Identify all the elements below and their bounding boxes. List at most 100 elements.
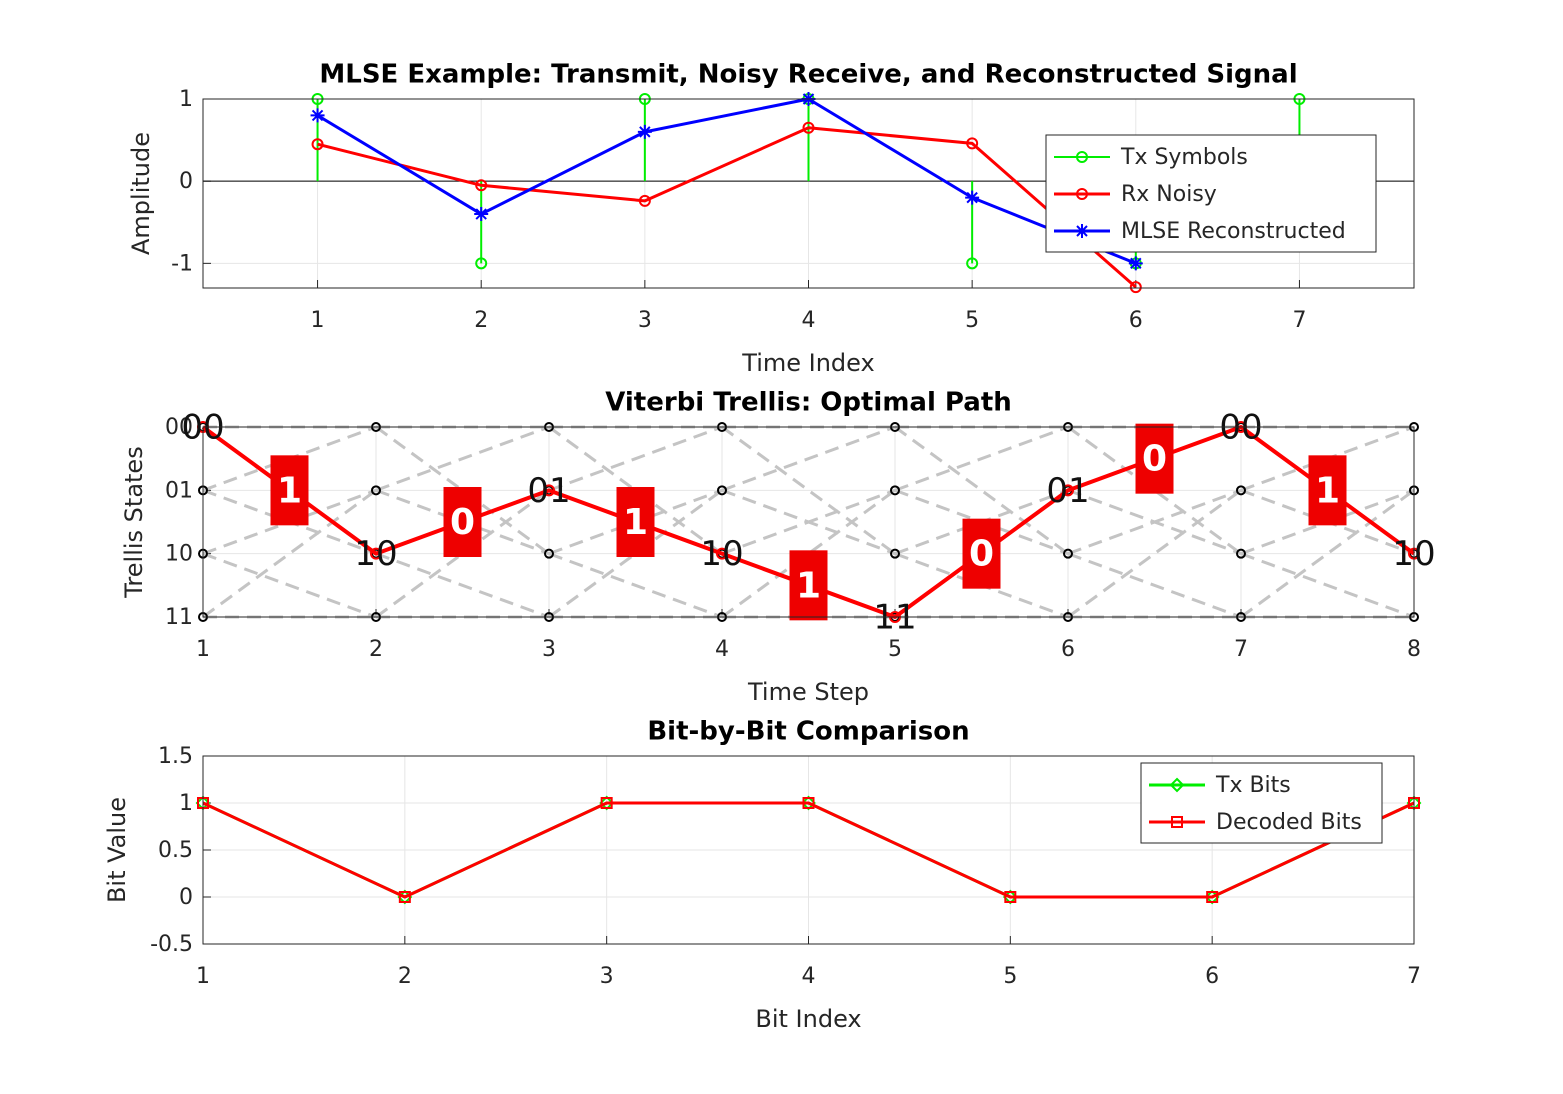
- trellis-branch: [202, 552, 377, 619]
- x-tick-label: 5: [965, 308, 979, 333]
- trellis-node: [371, 485, 381, 496]
- state-label: 10: [700, 534, 743, 574]
- bit-label: 1: [277, 470, 302, 511]
- y-tick-label: 1: [179, 791, 193, 816]
- state-label: 01: [527, 471, 570, 511]
- axes-box: [202, 755, 1415, 945]
- trellis-node: [717, 485, 727, 496]
- bit-label: 1: [623, 502, 648, 543]
- y-tick-label: 0: [179, 169, 193, 194]
- bit-label: 0: [450, 502, 475, 543]
- trellis-branch: [548, 425, 723, 555]
- bit-label-box: [1308, 455, 1347, 526]
- trellis-branch: [894, 425, 1069, 555]
- trellis-node: [1236, 548, 1246, 559]
- marker: [1128, 256, 1143, 271]
- legend-marker: [1171, 816, 1183, 828]
- x-tick-label: 6: [1129, 308, 1143, 333]
- bit-label-box: [443, 487, 482, 557]
- marker: [370, 547, 382, 560]
- trellis-branch: [375, 552, 550, 619]
- trellis-node: [1063, 548, 1073, 559]
- trellis-branch: [1240, 489, 1415, 619]
- y-tick-label: 10: [165, 542, 193, 567]
- x-tick-label: 3: [600, 964, 614, 989]
- x-axis-label: Time Index: [741, 349, 874, 377]
- bit-label-box: [962, 518, 1001, 589]
- marker: [311, 138, 324, 151]
- legend-label: Tx Symbols: [1120, 145, 1248, 170]
- marker: [637, 124, 652, 139]
- series-line: [316, 97, 1137, 265]
- trellis-branch: [721, 489, 896, 619]
- trellis-branch: [894, 425, 1069, 492]
- x-tick-label: 2: [398, 964, 412, 989]
- marker: [638, 194, 651, 207]
- legend-marker: [1076, 188, 1088, 200]
- state-label: 01: [1046, 471, 1089, 511]
- x-tick-label: 7: [1407, 964, 1421, 989]
- legend-marker: [1075, 224, 1089, 238]
- y-tick-label: 00: [165, 415, 193, 440]
- trellis-node: [544, 548, 554, 559]
- bit-label: 1: [1315, 470, 1340, 511]
- marker: [398, 891, 411, 903]
- trellis-branch: [548, 489, 723, 619]
- marker: [802, 121, 815, 134]
- marker: [475, 179, 488, 192]
- y-tick-label: 1.5: [158, 744, 193, 769]
- y-tick-label: 1: [179, 87, 193, 112]
- trellis-node: [890, 485, 900, 496]
- x-tick-label: 1: [311, 308, 325, 333]
- legend-label: Rx Noisy: [1121, 182, 1217, 207]
- trellis-branch: [1240, 552, 1415, 619]
- y-tick-label: -0.5: [150, 932, 193, 957]
- x-tick-label: 1: [196, 637, 210, 662]
- y-axis-label: Bit Value: [103, 797, 131, 903]
- series-line: [317, 126, 1137, 289]
- x-tick-label: 6: [1205, 964, 1219, 989]
- x-tick-label: 3: [638, 308, 652, 333]
- legend: [1140, 762, 1383, 844]
- y-tick-label: 11: [165, 605, 193, 630]
- chart-title: Bit-by-Bit Comparison: [647, 717, 969, 747]
- legend-label: Decoded Bits: [1216, 810, 1362, 835]
- y-tick-label: 0: [179, 885, 193, 910]
- y-axis-label: Trellis States: [120, 446, 148, 598]
- bit-label-box: [270, 455, 309, 526]
- marker: [1129, 281, 1142, 294]
- marker: [716, 547, 728, 560]
- bit-label-box: [789, 550, 828, 621]
- trellis-branch: [548, 552, 723, 619]
- trellis-branch: [375, 425, 550, 492]
- trellis-branch: [202, 489, 377, 619]
- legend-label: Tx Bits: [1215, 773, 1291, 798]
- marker: [475, 257, 488, 270]
- trellis-branch: [375, 489, 550, 619]
- legend-label: MLSE Reconstructed: [1121, 219, 1346, 244]
- marker: [965, 190, 980, 205]
- x-axis-label: Bit Index: [755, 1005, 861, 1033]
- trellis-branch: [375, 425, 550, 555]
- marker: [474, 207, 489, 222]
- x-tick-label: 7: [1292, 308, 1306, 333]
- chart-title: Viterbi Trellis: Optimal Path: [605, 388, 1012, 418]
- x-tick-label: 4: [802, 964, 816, 989]
- marker: [966, 257, 979, 270]
- marker: [310, 108, 325, 123]
- x-tick-label: 2: [474, 308, 488, 333]
- marker: [966, 137, 979, 150]
- x-tick-label: 2: [369, 637, 383, 662]
- bit-label-box: [1135, 423, 1174, 494]
- legend-marker: [1169, 777, 1185, 793]
- x-tick-label: 8: [1407, 637, 1421, 662]
- x-tick-label: 1: [196, 964, 210, 989]
- y-tick-label: 0.5: [158, 838, 193, 863]
- axes-box: [202, 98, 1415, 289]
- x-axis-label: Time Step: [747, 678, 869, 706]
- bit-label: 1: [796, 565, 821, 606]
- y-axis-label: Amplitude: [127, 132, 155, 255]
- chart-title: MLSE Example: Transmit, Noisy Receive, a…: [319, 60, 1297, 90]
